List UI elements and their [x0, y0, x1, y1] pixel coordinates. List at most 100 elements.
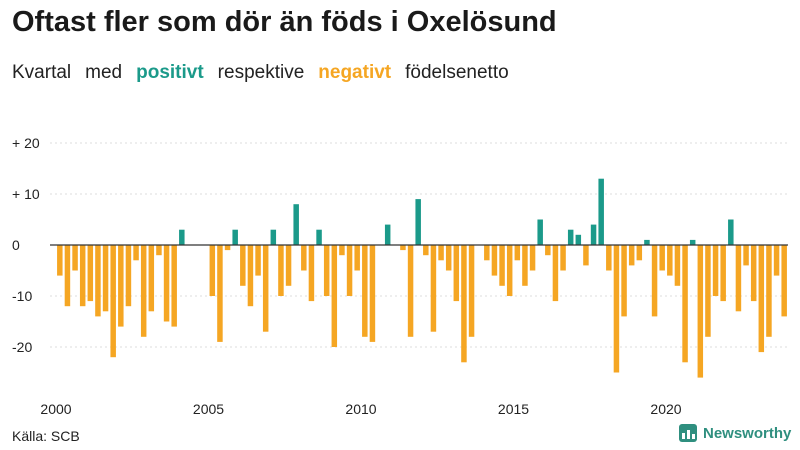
- bar: [240, 245, 246, 286]
- bar: [773, 245, 780, 276]
- bar: [468, 245, 475, 337]
- bar: [362, 245, 368, 337]
- bar: [552, 245, 559, 302]
- bar: [621, 245, 627, 317]
- subtitle-text-2: med: [85, 62, 123, 83]
- y-tick-label: + 10: [12, 186, 40, 202]
- bar: [743, 245, 749, 266]
- bar: [781, 245, 787, 317]
- bar: [674, 245, 681, 286]
- bar: [766, 245, 772, 337]
- bar: [163, 245, 170, 322]
- subtitle-text-3: respektive: [217, 62, 305, 83]
- bar: [430, 245, 437, 332]
- bar: [628, 245, 635, 266]
- bar: [125, 245, 132, 307]
- y-tick-label: 0: [12, 237, 20, 253]
- bar: [636, 245, 643, 261]
- bar: [697, 245, 704, 378]
- bar: [339, 245, 345, 256]
- bar: [179, 229, 185, 245]
- bar: [750, 245, 757, 302]
- bar: [567, 229, 574, 245]
- chart-icon: [679, 424, 697, 442]
- bar: [606, 245, 612, 271]
- bar: [545, 245, 551, 256]
- x-tick-label: 2015: [498, 401, 529, 417]
- bar: [682, 245, 688, 363]
- bar: [445, 245, 452, 271]
- bar: [491, 245, 498, 276]
- bar: [583, 245, 589, 266]
- bar: [293, 204, 299, 245]
- bar: [308, 245, 315, 302]
- bar: [140, 245, 147, 337]
- bar: [110, 245, 116, 358]
- bar: [461, 245, 467, 363]
- bar: [415, 199, 421, 245]
- brand-logo: Newsworthy: [679, 424, 791, 442]
- bar: [613, 245, 620, 373]
- bar: [369, 245, 376, 342]
- bar: [316, 229, 322, 245]
- bar: [499, 245, 505, 286]
- x-tick-label: 2010: [345, 401, 376, 417]
- subtitle-positive-word: positivt: [136, 62, 204, 83]
- bar: [118, 245, 124, 327]
- bar: [712, 245, 719, 296]
- subtitle-text-1: Kvartal: [12, 62, 72, 83]
- bar: [301, 245, 307, 271]
- bar: [331, 245, 338, 347]
- subtitle-negative-word: negativt: [318, 62, 392, 83]
- bar: [506, 245, 513, 296]
- bar: [354, 245, 360, 271]
- chart-title: Oftast fler som dör än föds i Oxelösund: [12, 6, 557, 38]
- bar: [758, 245, 765, 353]
- bar: [95, 245, 101, 317]
- bar: [537, 219, 543, 245]
- bar: [72, 245, 78, 271]
- bar: [667, 245, 673, 276]
- bar: [728, 219, 734, 245]
- bar: [484, 245, 490, 261]
- bar: [57, 245, 63, 276]
- bar: [285, 245, 292, 286]
- bar: [278, 245, 284, 296]
- bar: [644, 239, 650, 245]
- bar: [209, 245, 216, 296]
- chart-subtitle: Kvartal med positivt respektive negativt föde…: [12, 62, 523, 84]
- bar: [651, 245, 658, 317]
- bar: [720, 245, 726, 302]
- bar: [102, 245, 109, 312]
- bar: [133, 245, 139, 261]
- bar: [64, 245, 71, 307]
- bar: [453, 245, 460, 302]
- bar: [529, 245, 536, 271]
- bar: [346, 245, 353, 296]
- subtitle-text-4: födelsenetto: [405, 62, 509, 83]
- bar: [323, 245, 330, 296]
- bar: [171, 245, 177, 327]
- source-note: Källa: SCB: [12, 428, 80, 444]
- bar: [735, 245, 742, 312]
- x-tick-label: 2000: [40, 401, 71, 417]
- bar: [438, 245, 444, 261]
- x-tick-label: 2005: [193, 401, 224, 417]
- y-tick-label: -20: [12, 339, 32, 355]
- bar: [598, 178, 604, 245]
- bar: [560, 245, 566, 271]
- bar: [148, 245, 155, 312]
- bar: [590, 224, 597, 245]
- brand-name: Newsworthy: [703, 424, 792, 442]
- bar: [522, 245, 528, 286]
- bar: [575, 234, 582, 245]
- y-tick-label: + 20: [12, 135, 40, 151]
- bar: [156, 245, 162, 256]
- bar: [224, 245, 231, 251]
- bar: [217, 245, 223, 342]
- bar: [87, 245, 94, 302]
- bar: [423, 245, 429, 256]
- bar: [384, 224, 391, 245]
- x-tick-label: 2020: [650, 401, 681, 417]
